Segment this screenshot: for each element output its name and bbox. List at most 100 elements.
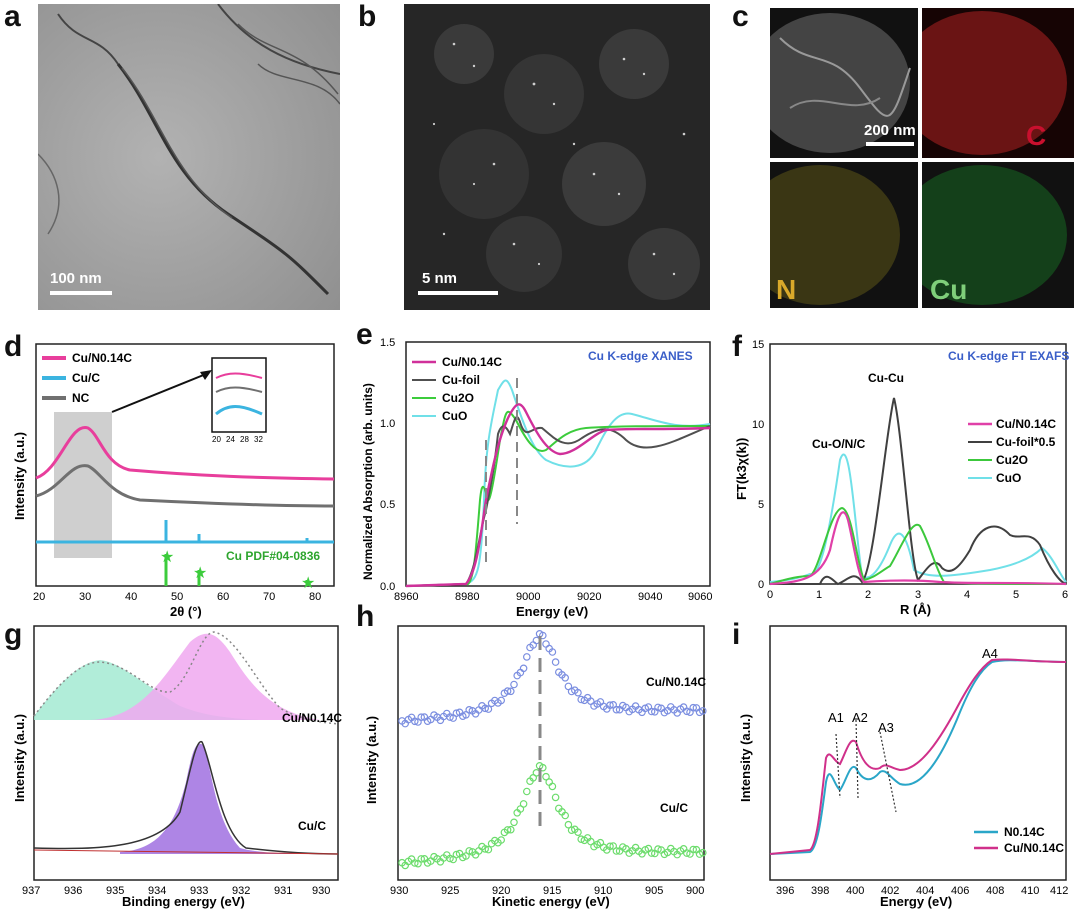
chart-e-legend: Cu/N0.14C Cu-foil Cu2O CuO <box>412 355 502 423</box>
svg-text:936: 936 <box>64 885 82 897</box>
chart-h-point-cu-c <box>647 849 656 857</box>
chart-i-label-a2: A2 <box>852 710 868 725</box>
svg-text:400: 400 <box>846 885 864 897</box>
chart-h: Cu/N0.14C Cu/C 930 925 920 915 910 905 9… <box>364 625 707 909</box>
svg-text:412: 412 <box>1050 885 1068 897</box>
svg-text:1: 1 <box>816 589 822 601</box>
chart-d: ★ ★ ★ Cu PDF#04-0836 Cu/N0.14C Cu/C NC 2… <box>12 343 335 619</box>
chart-g-xticks: 937 936 935 934 933 932 931 930 <box>22 885 330 897</box>
svg-text:934: 934 <box>148 885 166 897</box>
chart-h-point-cu-n-c <box>519 664 528 673</box>
chart-h-point-cu-c <box>510 818 518 827</box>
svg-text:910: 910 <box>594 885 612 897</box>
svg-text:70: 70 <box>263 591 275 603</box>
chart-i-series-cu-n-c <box>769 658 1067 855</box>
chart-i-label-a1: A1 <box>828 710 844 725</box>
svg-text:Cu-foil: Cu-foil <box>442 373 480 387</box>
tem-image: 100 nm <box>38 4 340 310</box>
chart-h-point-cu-c <box>564 820 573 829</box>
chart-h-point-cu-c <box>519 800 528 808</box>
svg-text:932: 932 <box>232 885 250 897</box>
chart-g: Cu/N0.14C Cu/C 937 936 935 934 933 932 9… <box>12 625 342 909</box>
chart-e-xlabel: Energy (eV) <box>516 604 588 619</box>
svg-text:CuO: CuO <box>442 409 467 423</box>
svg-text:1.5: 1.5 <box>380 337 395 349</box>
chart-h-point-cu-c <box>497 836 506 844</box>
chart-g-envelope-cu-n-c <box>33 631 339 725</box>
panel-label-c: c <box>732 0 749 33</box>
svg-text:24: 24 <box>226 435 235 444</box>
eds-haadf: 200 nm <box>770 8 918 158</box>
svg-text:905: 905 <box>645 885 663 897</box>
chart-h-point-cu-c <box>484 845 493 854</box>
chart-i-legend: N0.14C Cu/N0.14C <box>974 825 1064 855</box>
chart-i-guide-a2 <box>855 719 859 799</box>
svg-text:★: ★ <box>301 575 315 592</box>
chart-h-point-cu-n-c <box>417 713 426 722</box>
svg-text:40: 40 <box>125 591 137 603</box>
chart-d-axes <box>35 343 335 587</box>
chart-h-point-cu-n-c <box>689 703 698 712</box>
eds-map-n-label: N <box>776 274 797 305</box>
svg-text:937: 937 <box>22 885 40 897</box>
eds-map-c: C <box>922 8 1074 158</box>
chart-e: Cu K-edge XANES Cu/N0.14C Cu-foil Cu2O C… <box>361 337 712 619</box>
svg-text:15: 15 <box>752 339 764 351</box>
chart-h-point-cu-n-c <box>606 701 614 710</box>
svg-text:3: 3 <box>915 589 921 601</box>
chart-h-point-cu-c <box>410 859 419 867</box>
panel-label-h: h <box>356 600 375 633</box>
chart-h-ylabel: Intensity (a.u.) <box>364 716 379 804</box>
chart-h-point-cu-n-c <box>523 653 531 661</box>
chart-h-point-cu-c <box>503 826 512 834</box>
svg-text:Cu2O: Cu2O <box>442 391 474 405</box>
chart-h-label-cu-c: Cu/C <box>660 801 688 815</box>
svg-text:N0.14C: N0.14C <box>1004 825 1045 839</box>
panel-label-f: f <box>732 330 742 363</box>
chart-h-point-cu-c <box>542 772 550 781</box>
svg-text:402: 402 <box>881 885 899 897</box>
chart-h-point-cu-c <box>682 849 691 857</box>
chart-i: A1 A2 A3 A4 N0.14C Cu/N0.14C 396 398 400… <box>738 625 1068 909</box>
chart-d-inset-arrow <box>111 373 207 413</box>
panel-label-d: d <box>4 330 23 363</box>
chart-h-point-cu-n-c <box>542 640 550 648</box>
chart-h-point-cu-c <box>548 782 557 791</box>
svg-text:Cu/N0.14C: Cu/N0.14C <box>442 355 502 369</box>
chart-h-point-cu-c <box>689 845 698 854</box>
chart-g-xlabel: Binding energy (eV) <box>122 894 245 909</box>
svg-text:0: 0 <box>767 589 773 601</box>
svg-text:931: 931 <box>274 885 292 897</box>
chart-d-series-cu-n-c <box>35 426 335 481</box>
chart-d-legend: Cu/N0.14C Cu/C NC <box>42 351 132 405</box>
chart-h-point-cu-n-c <box>682 707 691 716</box>
panel-label-b: b <box>358 0 377 33</box>
chart-h-point-cu-c <box>551 793 560 802</box>
svg-text:5: 5 <box>1013 589 1019 601</box>
chart-h-axes <box>397 625 705 881</box>
scale-bar-a-label: 100 nm <box>50 270 102 287</box>
chart-h-point-cu-n-c <box>446 713 454 721</box>
svg-text:28: 28 <box>240 435 249 444</box>
chart-g-fit-peak-1 <box>34 660 260 720</box>
haadf-texture <box>404 4 710 310</box>
chart-h-point-cu-n-c <box>539 631 547 640</box>
chart-h-point-cu-n-c <box>510 680 518 689</box>
scale-bar-b-label: 5 nm <box>422 270 458 287</box>
chart-e-ylabel: Normalized Absorption (arb. units) <box>361 383 375 580</box>
svg-text:Cu/N0.14C: Cu/N0.14C <box>996 417 1056 431</box>
chart-h-point-cu-n-c <box>654 703 662 712</box>
chart-h-point-cu-c <box>523 787 531 796</box>
chart-e-series-cuo <box>405 379 711 587</box>
svg-text:CuO: CuO <box>996 471 1021 485</box>
chart-h-series-cu-c <box>398 762 707 870</box>
chart-h-point-cu-n-c <box>698 707 707 715</box>
svg-text:0.5: 0.5 <box>380 499 395 511</box>
chart-d-ylabel: Intensity (a.u.) <box>12 432 27 520</box>
svg-text:396: 396 <box>776 885 794 897</box>
chart-i-guide-a1 <box>835 733 841 799</box>
chart-f-annotation-cu-o-n-c: Cu-O/N/C <box>812 437 866 451</box>
svg-text:915: 915 <box>543 885 561 897</box>
chart-h-point-cu-n-c <box>484 705 493 713</box>
chart-h-series-cu-n-c <box>398 630 707 728</box>
